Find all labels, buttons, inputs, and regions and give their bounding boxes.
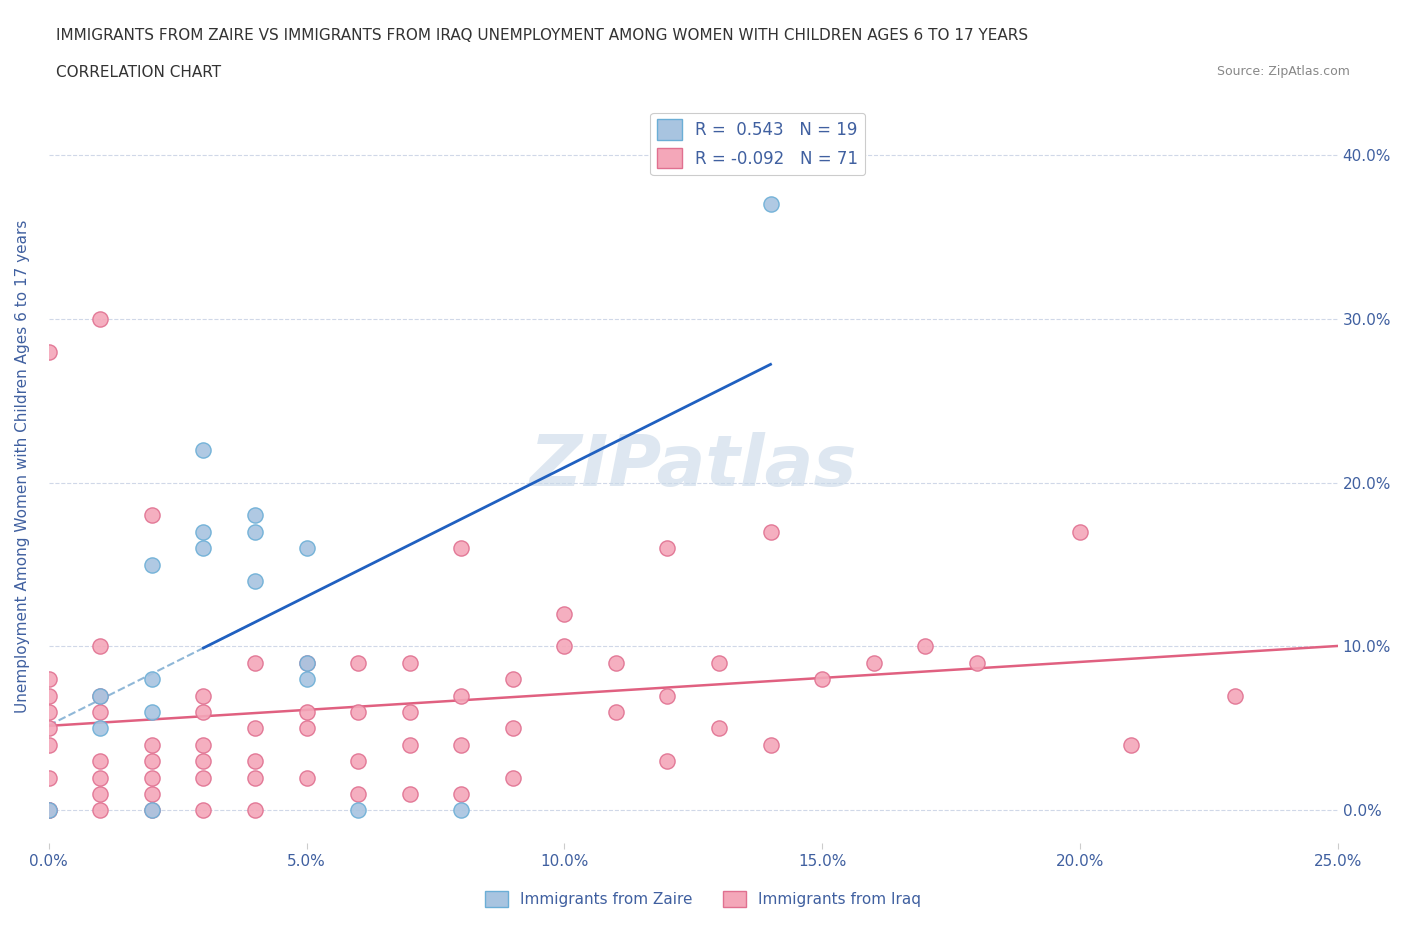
Point (502, 671, 524, 686)
Point (89, 639, 111, 654)
Point (243, 803, 266, 817)
Point (38, 688, 60, 703)
Point (193, 705, 215, 720)
Point (141, 508, 163, 523)
Legend: R =  0.543   N = 19, R = -0.092   N = 71: R = 0.543 N = 19, R = -0.092 N = 71 (651, 113, 865, 175)
Point (38, 803, 60, 817)
Point (38, 721, 60, 736)
Point (38, 344, 60, 359)
Point (295, 721, 318, 736)
Point (141, 803, 163, 817)
Point (347, 753, 370, 768)
Point (243, 508, 266, 523)
Point (1121, 737, 1143, 752)
Point (347, 803, 370, 817)
Point (862, 656, 884, 671)
Point (398, 705, 420, 720)
Point (398, 656, 420, 671)
Point (141, 770, 163, 785)
Point (398, 787, 420, 802)
Point (450, 787, 472, 802)
Point (89, 787, 111, 802)
Point (450, 688, 472, 703)
Text: ZIPatlas: ZIPatlas (530, 432, 856, 500)
Point (89, 721, 111, 736)
Point (243, 574, 266, 589)
Point (193, 753, 215, 768)
Point (243, 656, 266, 671)
Point (347, 787, 370, 802)
Point (243, 753, 266, 768)
Point (193, 540, 215, 555)
Point (38, 770, 60, 785)
Point (347, 705, 370, 720)
Point (141, 787, 163, 802)
Point (38, 803, 60, 817)
Point (141, 803, 163, 817)
Point (1223, 688, 1246, 703)
Point (38, 671, 60, 686)
Point (605, 656, 627, 671)
Point (38, 803, 60, 817)
Point (243, 721, 266, 736)
Point (502, 721, 524, 736)
Point (193, 770, 215, 785)
Point (657, 540, 679, 555)
Point (811, 671, 834, 686)
Point (966, 656, 988, 671)
Text: CORRELATION CHART: CORRELATION CHART (56, 65, 221, 80)
Point (89, 753, 111, 768)
Point (193, 525, 215, 539)
Point (295, 705, 318, 720)
Point (657, 753, 679, 768)
Point (295, 770, 318, 785)
Point (450, 803, 472, 817)
Point (89, 803, 111, 817)
Point (347, 656, 370, 671)
Point (141, 557, 163, 572)
Point (193, 443, 215, 458)
Point (141, 737, 163, 752)
Point (193, 688, 215, 703)
Point (707, 721, 730, 736)
Point (141, 753, 163, 768)
Y-axis label: Unemployment Among Women with Children Ages 6 to 17 years: Unemployment Among Women with Children A… (15, 219, 30, 713)
Text: Source: ZipAtlas.com: Source: ZipAtlas.com (1216, 65, 1350, 78)
Point (295, 656, 318, 671)
Point (89, 688, 111, 703)
Point (450, 540, 472, 555)
Point (89, 688, 111, 703)
Point (450, 737, 472, 752)
Point (1069, 525, 1091, 539)
Point (759, 525, 782, 539)
Point (193, 737, 215, 752)
Point (759, 737, 782, 752)
Point (398, 737, 420, 752)
Point (141, 671, 163, 686)
Point (193, 803, 215, 817)
Point (38, 705, 60, 720)
Point (502, 770, 524, 785)
Point (89, 770, 111, 785)
Legend: Immigrants from Zaire, Immigrants from Iraq: Immigrants from Zaire, Immigrants from I… (478, 884, 928, 913)
Point (295, 671, 318, 686)
Point (657, 688, 679, 703)
Point (243, 525, 266, 539)
Point (141, 705, 163, 720)
Point (553, 606, 575, 621)
Point (243, 770, 266, 785)
Point (89, 312, 111, 326)
Point (707, 656, 730, 671)
Point (914, 639, 936, 654)
Point (605, 705, 627, 720)
Text: IMMIGRANTS FROM ZAIRE VS IMMIGRANTS FROM IRAQ UNEMPLOYMENT AMONG WOMEN WITH CHIL: IMMIGRANTS FROM ZAIRE VS IMMIGRANTS FROM… (56, 28, 1028, 43)
Point (89, 705, 111, 720)
Point (295, 656, 318, 671)
Point (553, 639, 575, 654)
Point (295, 540, 318, 555)
Point (38, 737, 60, 752)
Point (759, 196, 782, 211)
